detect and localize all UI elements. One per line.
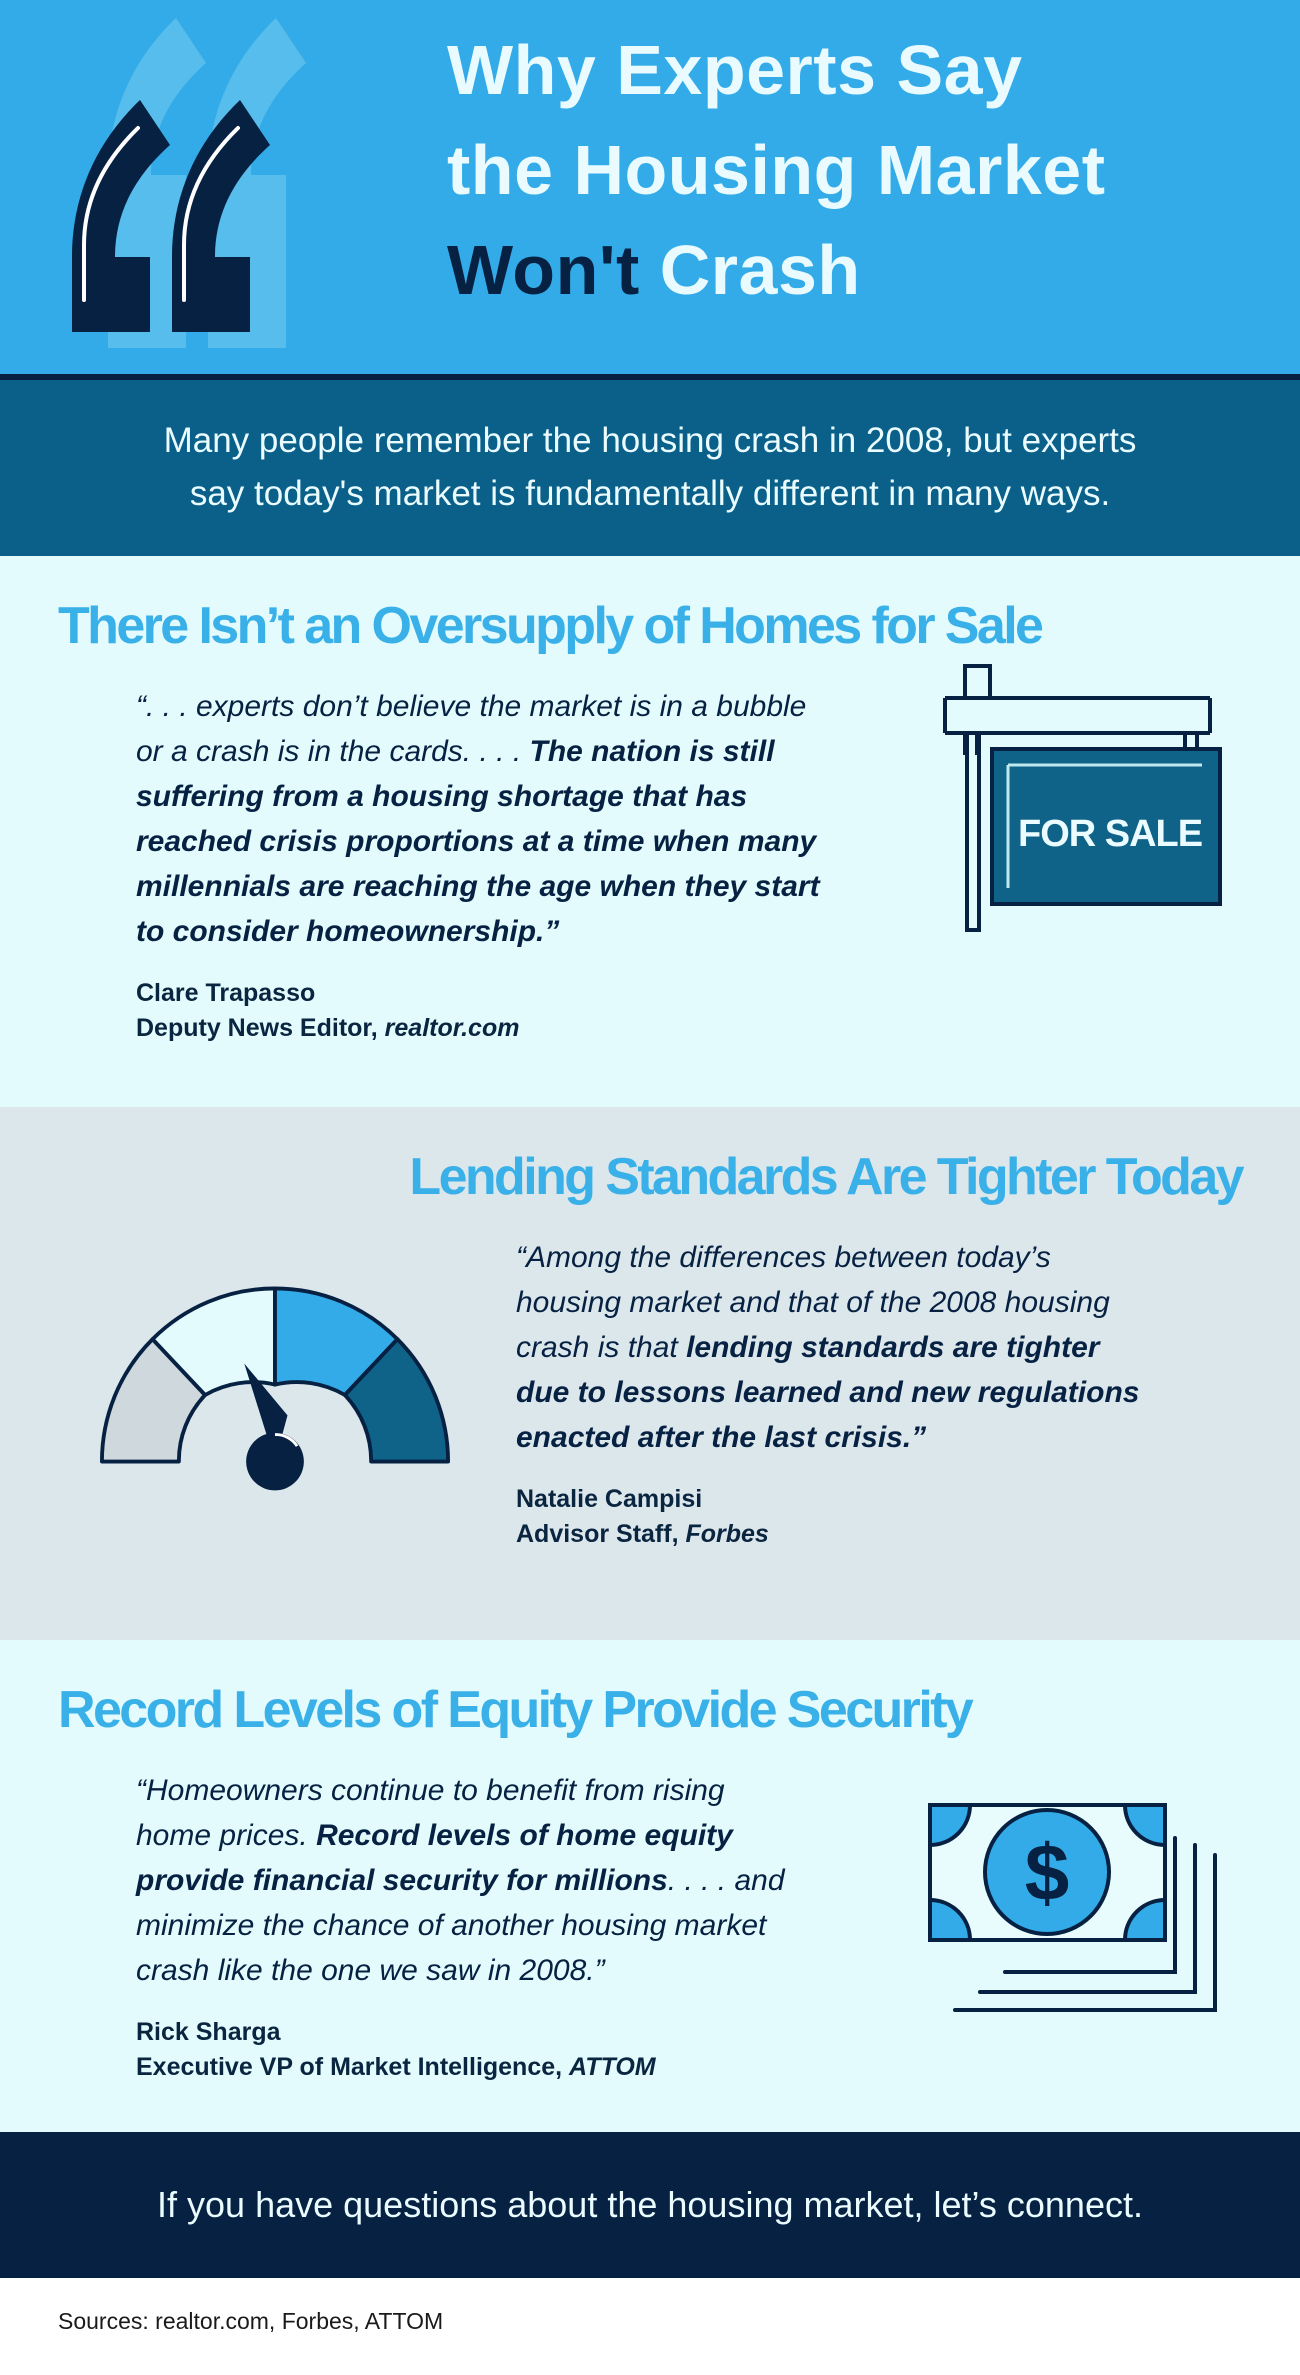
svg-text:$: $ xyxy=(1025,1828,1070,1917)
svg-text:FOR SALE: FOR SALE xyxy=(1018,813,1202,855)
